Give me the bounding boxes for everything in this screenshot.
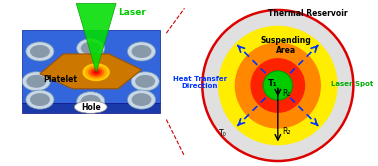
- Ellipse shape: [81, 95, 101, 108]
- Text: Hole: Hole: [81, 103, 101, 112]
- Polygon shape: [76, 3, 116, 72]
- Ellipse shape: [131, 72, 159, 91]
- Text: T₁: T₁: [268, 79, 277, 88]
- Text: Heat Transfer
Direction: Heat Transfer Direction: [173, 76, 227, 89]
- Circle shape: [202, 10, 353, 161]
- Ellipse shape: [94, 71, 98, 73]
- Ellipse shape: [132, 45, 152, 58]
- Circle shape: [218, 26, 338, 145]
- Ellipse shape: [82, 63, 110, 81]
- Ellipse shape: [132, 93, 152, 106]
- Polygon shape: [40, 54, 141, 89]
- Circle shape: [251, 58, 305, 113]
- Ellipse shape: [77, 39, 105, 58]
- Ellipse shape: [127, 90, 156, 109]
- Ellipse shape: [81, 42, 101, 55]
- Ellipse shape: [92, 70, 100, 75]
- Ellipse shape: [26, 42, 54, 61]
- Text: R₁: R₁: [282, 89, 290, 98]
- Text: Laser Spot: Laser Spot: [332, 81, 374, 87]
- Ellipse shape: [30, 93, 50, 106]
- Ellipse shape: [26, 90, 54, 109]
- Text: T₀: T₀: [219, 129, 227, 138]
- Ellipse shape: [30, 45, 50, 58]
- Circle shape: [235, 42, 321, 129]
- Polygon shape: [22, 103, 160, 113]
- Text: R₂: R₂: [282, 127, 290, 136]
- Ellipse shape: [22, 72, 50, 91]
- Ellipse shape: [77, 92, 105, 111]
- Ellipse shape: [127, 42, 156, 61]
- Ellipse shape: [90, 68, 102, 76]
- Polygon shape: [22, 30, 160, 103]
- Text: Thermal Reservoir: Thermal Reservoir: [268, 9, 347, 18]
- Ellipse shape: [74, 101, 107, 113]
- Text: Suspending
Area: Suspending Area: [261, 36, 311, 55]
- Text: Platelet: Platelet: [43, 75, 77, 84]
- Ellipse shape: [85, 65, 107, 79]
- Ellipse shape: [88, 67, 105, 78]
- Circle shape: [263, 71, 293, 100]
- Ellipse shape: [26, 75, 46, 88]
- Text: Laser: Laser: [118, 8, 146, 17]
- Ellipse shape: [135, 75, 155, 88]
